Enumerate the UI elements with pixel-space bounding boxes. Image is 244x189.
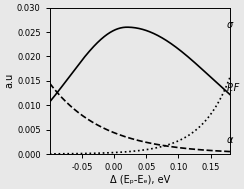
Text: α: α — [227, 135, 233, 145]
Y-axis label: a.u: a.u — [4, 73, 14, 88]
X-axis label: Δ (Eₚ-Eₑ), eV: Δ (Eₚ-Eₑ), eV — [110, 175, 170, 185]
Text: σ: σ — [227, 20, 233, 30]
Text: P.F: P.F — [227, 83, 240, 93]
